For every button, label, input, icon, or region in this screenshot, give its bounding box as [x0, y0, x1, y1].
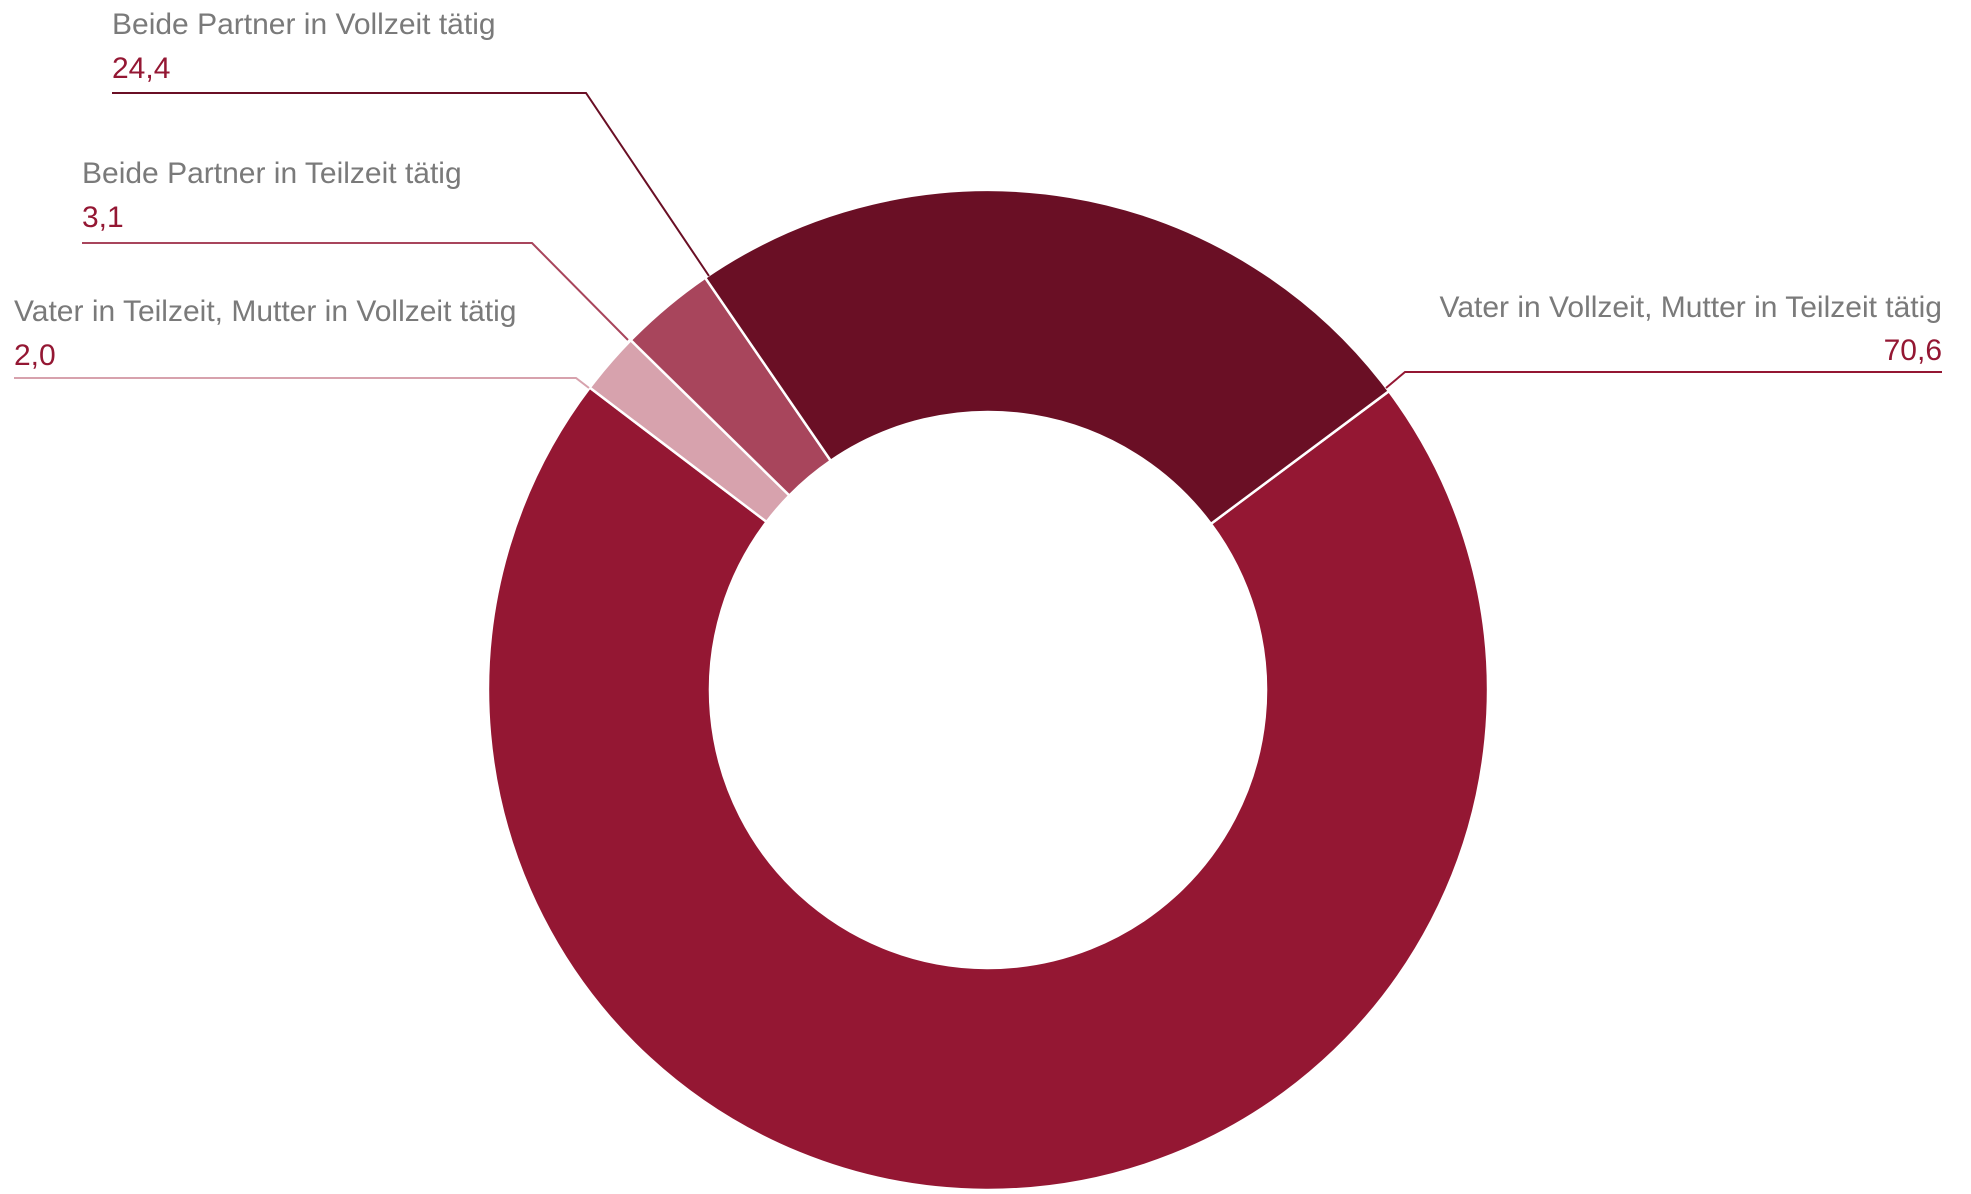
slice-label-2: Beide Partner in Teilzeit tätig [82, 157, 462, 190]
slice-label-1: Vater in Teilzeit, Mutter in Vollzeit tä… [14, 295, 516, 328]
leader-line-1 [14, 377, 590, 389]
slice-label-3: Beide Partner in Vollzeit tätig [112, 8, 496, 41]
leader-line-3 [112, 92, 710, 277]
donut-slices [486, 188, 1490, 1192]
leader-lines [14, 92, 1942, 389]
slice-label-0: Vater in Vollzeit, Mutter in Teilzeit tä… [1440, 291, 1942, 324]
slice-value-0: 70,6 [1884, 334, 1942, 367]
leader-line-0 [1385, 371, 1942, 389]
slice-value-3: 24,4 [112, 52, 170, 85]
donut-slice-0 [486, 386, 1490, 1192]
leader-line-2 [82, 242, 629, 341]
slice-value-1: 2,0 [14, 339, 56, 372]
slice-labels: Vater in Vollzeit, Mutter in Teilzeit tä… [14, 8, 1942, 372]
slice-value-2: 3,1 [82, 201, 124, 234]
donut-slice-3 [703, 188, 1391, 526]
